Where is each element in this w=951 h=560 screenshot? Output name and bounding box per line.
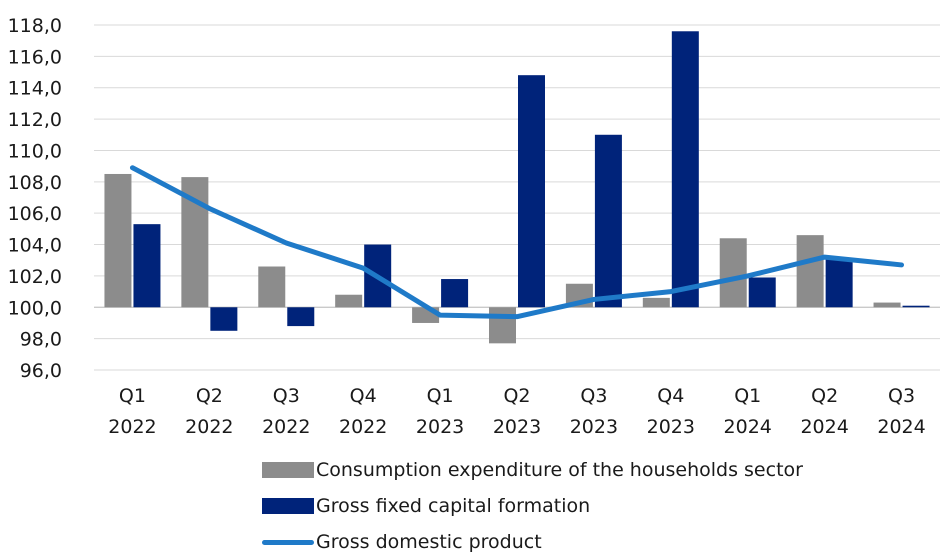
x-tick-label-year: 2022 (262, 416, 310, 438)
bar-consumption (873, 302, 901, 308)
x-tick-label-year: 2023 (416, 416, 464, 438)
y-tick-label: 112,0 (8, 109, 62, 131)
legend-swatch-consumption (262, 462, 314, 478)
bar-consumption (719, 238, 747, 308)
bar-capital-formation (902, 305, 930, 308)
y-tick-label: 118,0 (8, 15, 62, 37)
bar-consumption (335, 294, 363, 308)
x-tick-label-quarter: Q1 (734, 385, 761, 407)
legend: Consumption expenditure of the household… (262, 452, 803, 560)
x-tick-label-year: 2023 (493, 416, 541, 438)
y-tick-label: 108,0 (8, 172, 62, 194)
x-tick-label-year: 2022 (108, 416, 156, 438)
x-tick-label-quarter: Q3 (888, 385, 915, 407)
legend-label-consumption: Consumption expenditure of the household… (316, 459, 803, 481)
y-tick-label: 100,0 (8, 297, 62, 319)
x-tick-label-quarter: Q3 (580, 385, 607, 407)
legend-item-gdp: Gross domestic product (262, 524, 803, 560)
x-tick-label-quarter: Q4 (657, 385, 684, 407)
x-axis: Q1 2022 Q2 2022 Q3 2022 Q4 2022 Q1 2023 Q2 2023 Q3 20… (108, 385, 925, 438)
x-tick-label-quarter: Q1 (427, 385, 454, 407)
y-tick-label: 102,0 (8, 266, 62, 288)
line-gdp (129, 165, 905, 320)
line-series (129, 165, 905, 320)
x-tick-label-year: 2023 (570, 416, 618, 438)
legend-label-capital-formation: Gross fixed capital formation (316, 495, 591, 517)
y-tick-label: 98,0 (20, 329, 62, 351)
chart: 96,0 98,0 100,0 102,0 104,0 106,0 108,0 110,0 11… (8, 15, 940, 438)
bar-consumption (258, 266, 286, 308)
legend-swatch-gdp (262, 539, 314, 545)
legend-item-capital-formation: Gross fixed capital formation (262, 488, 803, 524)
bar-consumption (642, 297, 670, 308)
x-tick-label-quarter: Q2 (196, 385, 223, 407)
legend-swatch-capital-formation (262, 498, 314, 514)
x-tick-label-quarter: Q2 (811, 385, 838, 407)
x-tick-label-quarter: Q2 (503, 385, 530, 407)
bar-capital-formation (748, 277, 776, 308)
bar-capital-formation (287, 307, 315, 327)
x-tick-label-quarter: Q1 (119, 385, 146, 407)
x-tick-label-quarter: Q4 (350, 385, 377, 407)
bar-capital-formation (210, 307, 238, 331)
bar-capital-formation (441, 279, 469, 308)
legend-item-consumption: Consumption expenditure of the household… (262, 452, 803, 488)
x-tick-label-year: 2023 (647, 416, 695, 438)
x-tick-label-year: 2024 (877, 416, 925, 438)
y-tick-label: 116,0 (8, 46, 62, 68)
bar-capital-formation (671, 31, 699, 308)
x-tick-label-quarter: Q3 (273, 385, 300, 407)
bar-consumption (796, 235, 824, 308)
x-tick-label-year: 2024 (724, 416, 772, 438)
y-tick-label: 114,0 (8, 78, 62, 100)
bar-capital-formation (518, 75, 545, 308)
bar-capital-formation (594, 134, 622, 308)
x-tick-label-year: 2022 (185, 416, 233, 438)
bar-series (104, 31, 930, 344)
bar-capital-formation (825, 258, 853, 308)
y-tick-label: 104,0 (8, 235, 62, 257)
y-axis: 96,0 98,0 100,0 102,0 104,0 106,0 108,0 110,0 11… (8, 15, 62, 382)
x-tick-label-year: 2022 (339, 416, 387, 438)
legend-label-gdp: Gross domestic product (316, 531, 542, 553)
y-tick-label: 96,0 (20, 360, 62, 382)
y-tick-label: 110,0 (8, 140, 62, 162)
x-tick-label-year: 2024 (800, 416, 848, 438)
y-tick-label: 106,0 (8, 203, 62, 225)
bar-capital-formation (133, 224, 161, 308)
bar-consumption (489, 307, 516, 344)
bar-consumption (104, 173, 132, 308)
